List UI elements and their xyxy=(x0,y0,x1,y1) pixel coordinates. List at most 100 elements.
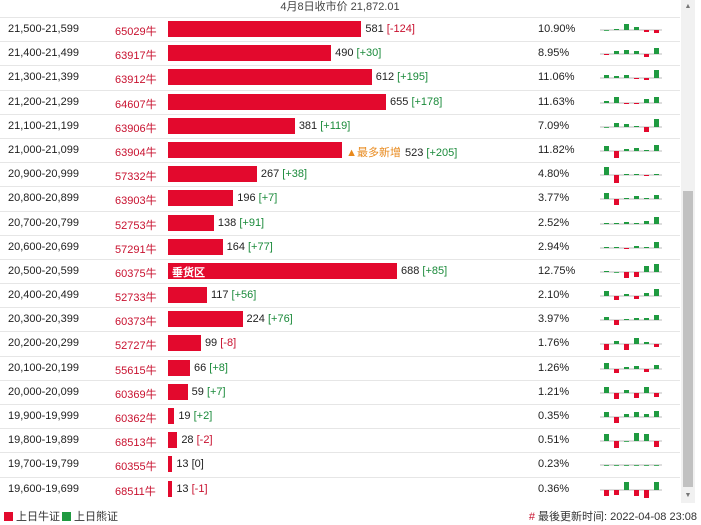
scrollbar-thumb[interactable] xyxy=(683,191,693,487)
value-bar[interactable] xyxy=(168,238,223,255)
percentage: 11.82% xyxy=(538,143,575,156)
table-row: 21,200-21,299 64607牛 655 [+178] 11.63% xyxy=(0,89,680,114)
cbbc-code[interactable]: 60373牛 xyxy=(115,316,157,329)
cbbc-code[interactable]: 63903牛 xyxy=(115,195,157,208)
mini-chart-bar xyxy=(654,481,659,490)
bar-change: [+56] xyxy=(231,289,257,302)
value-bar[interactable] xyxy=(168,408,175,424)
mini-chart-bar xyxy=(624,148,629,151)
cbbc-code[interactable]: 52753牛 xyxy=(115,219,157,232)
bar-tag: 垂货区 xyxy=(172,266,205,279)
bar-change: [-1] xyxy=(191,482,208,495)
value-bar[interactable] xyxy=(168,287,207,304)
value-bar[interactable] xyxy=(168,335,201,352)
bar-area: 垂货区 688 [+85] xyxy=(168,262,538,280)
scroll-up-arrow-icon[interactable]: ▲ xyxy=(684,3,692,10)
mini-chart-bar xyxy=(604,75,609,79)
cbbc-code[interactable]: 68511牛 xyxy=(115,485,156,498)
mini-chart-bar xyxy=(604,291,609,297)
value-bar[interactable] xyxy=(168,45,332,62)
percentage: 3.77% xyxy=(538,192,570,205)
bar-value: 224 xyxy=(246,313,265,326)
value-bar[interactable] xyxy=(168,190,234,207)
bar-value: 138 xyxy=(217,216,237,229)
cbbc-code[interactable]: 63906牛 xyxy=(115,122,157,135)
value-bar[interactable] xyxy=(168,456,173,473)
legend-bull-label: 上日牛证 xyxy=(16,511,60,523)
cbbc-code[interactable]: 57291牛 xyxy=(115,243,157,256)
range-label: 19,600-19,699 xyxy=(8,482,79,495)
legend-bear-label: 上日熊证 xyxy=(74,511,118,523)
bar-value-label: 267 [+38] xyxy=(261,168,307,180)
cbbc-code[interactable]: 63904牛 xyxy=(115,146,157,159)
mini-chart-bar xyxy=(654,174,659,176)
value-bar[interactable] xyxy=(168,432,178,449)
mini-chart-bar xyxy=(634,318,639,321)
mini-chart-bar xyxy=(644,318,649,321)
value-bar[interactable] xyxy=(168,93,387,110)
cbbc-code[interactable]: 60355牛 xyxy=(115,461,157,474)
bar-value-label: 117 [+56] xyxy=(211,289,256,301)
mini-chart-bar xyxy=(654,465,659,467)
value-bar[interactable] xyxy=(168,214,214,231)
range-label: 21,000-21,099 xyxy=(8,143,79,156)
cbbc-code[interactable]: 65029牛 xyxy=(115,26,157,38)
scroll-down-arrow-icon[interactable]: ▼ xyxy=(684,492,692,499)
bar-area: 381 [+119] xyxy=(168,117,538,135)
cbbc-code[interactable]: 60369牛 xyxy=(115,388,157,401)
mini-chart-bar xyxy=(614,222,619,224)
mini-history-chart xyxy=(600,315,662,326)
vertical-scrollbar[interactable]: ▲ ▼ xyxy=(681,0,695,503)
mini-chart-bar xyxy=(634,147,639,151)
cbbc-code[interactable]: 52727牛 xyxy=(115,340,157,353)
bar-change: [+85] xyxy=(422,264,448,277)
value-bar[interactable] xyxy=(168,311,243,328)
mini-chart-bar xyxy=(614,175,619,184)
mini-chart-bar xyxy=(614,489,619,495)
mini-chart-bar xyxy=(624,271,629,278)
cbbc-code[interactable]: 55615牛 xyxy=(115,364,157,377)
value-bar[interactable] xyxy=(168,69,372,86)
mini-chart-bar xyxy=(614,29,619,30)
bar-area: 164 [+77] xyxy=(168,238,538,256)
value-bar[interactable] xyxy=(168,383,188,400)
mini-chart-bar xyxy=(624,366,629,369)
value-bar[interactable] xyxy=(168,359,190,376)
bar-value-label: 164 [+77] xyxy=(227,241,273,253)
mini-chart-bar xyxy=(604,465,609,467)
cbbc-code[interactable]: 60375牛 xyxy=(115,267,157,280)
cbbc-code[interactable]: 63912牛 xyxy=(115,74,157,87)
value-bar[interactable] xyxy=(168,166,257,183)
bar-value-label: 490 [+30] xyxy=(335,47,381,59)
mini-history-chart xyxy=(600,167,662,184)
table-row: 20,400-20,499 52733牛 117 [+56] 2.10% xyxy=(0,283,680,307)
value-bar[interactable] xyxy=(168,21,362,37)
mini-chart-bar xyxy=(624,75,629,79)
cbbc-code[interactable]: 64607牛 xyxy=(115,98,157,111)
bar-value-label: 13 [-1] xyxy=(176,483,207,495)
bar-value-label: 138 [+91] xyxy=(218,217,264,229)
mini-chart-bar xyxy=(644,30,649,32)
cbbc-code[interactable]: 63917牛 xyxy=(115,50,157,63)
mini-chart-bar xyxy=(614,96,619,103)
value-bar[interactable] xyxy=(168,480,173,497)
value-bar[interactable]: 垂货区 xyxy=(168,262,397,279)
cbbc-code[interactable]: 60362牛 xyxy=(115,413,157,425)
bar-value-label: 59 [+7] xyxy=(192,386,226,398)
range-label: 20,000-20,099 xyxy=(8,385,79,398)
cbbc-code[interactable]: 52733牛 xyxy=(115,292,157,305)
value-bar[interactable] xyxy=(168,141,343,158)
table-row: 20,800-20,899 63903牛 196 [+7] 3.77% xyxy=(0,186,680,210)
mini-history-chart xyxy=(600,411,662,423)
cbbc-code[interactable]: 68513牛 xyxy=(115,437,157,450)
value-bar[interactable] xyxy=(168,117,295,134)
bull-swatch-icon xyxy=(4,512,13,521)
mini-chart-bar xyxy=(644,149,649,151)
cbbc-code[interactable]: 57332牛 xyxy=(115,171,157,184)
percentage: 11.63% xyxy=(538,95,575,108)
bar-change: [0] xyxy=(191,458,204,471)
bar-value: 19 xyxy=(178,410,191,422)
mini-chart-bar xyxy=(624,123,629,127)
mini-chart-bar xyxy=(624,247,629,249)
percentage: 4.80% xyxy=(538,168,570,181)
